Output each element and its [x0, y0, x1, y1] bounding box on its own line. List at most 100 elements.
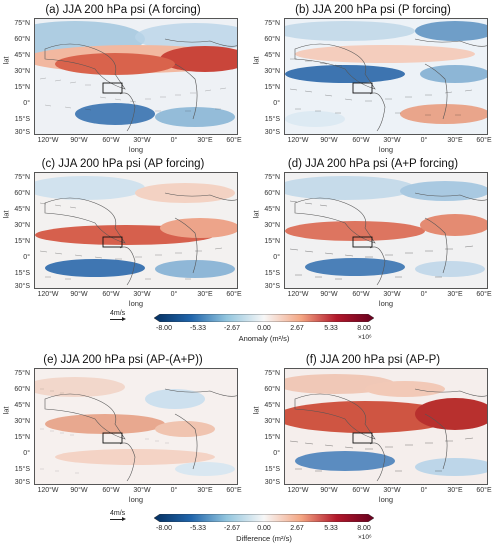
lon-label: long — [128, 495, 144, 504]
lon-tick: 30°W — [383, 137, 401, 144]
lon-tick: 120°W — [37, 291, 59, 298]
panel-c: (c) JJA 200 hPa psi (AP forcing) 75°N 60… — [1, 158, 241, 308]
lat-tick: 75°N — [264, 370, 280, 377]
lon-tick: 30°W — [133, 291, 151, 298]
lon-tick: 0° — [170, 487, 178, 494]
lon-tick: 60°W — [352, 137, 370, 144]
lat-tick: 75°N — [264, 20, 280, 27]
lat-tick: 45°N — [264, 402, 280, 409]
lat-tick: 0° — [23, 450, 30, 457]
lat-tick: 60°N — [14, 190, 30, 197]
lat-tick: 15°S — [14, 466, 30, 473]
lat-label: lat — [251, 210, 261, 219]
lat-tick: 15°S — [14, 270, 30, 277]
lat-tick: 30°S — [14, 479, 30, 486]
lat-tick: 15°N — [264, 434, 280, 441]
lon-tick: 90°W — [70, 137, 88, 144]
lat-axis: 75°N 60°N 45°N 30°N 15°N 0° 15°S 30°S — [8, 172, 32, 290]
colorbar-tick: 8.00 — [357, 525, 371, 532]
lon-label: long — [378, 495, 394, 504]
lat-tick: 30°N — [264, 222, 280, 229]
lon-tick: 0° — [420, 137, 428, 144]
lon-tick: 30°W — [383, 291, 401, 298]
lat-tick: 30°S — [264, 479, 280, 486]
colorbar-gradient — [154, 314, 374, 322]
colorbar-label: Difference (m²/s) — [236, 534, 292, 543]
lat-tick: 75°N — [264, 174, 280, 181]
colorbar-tick: 5.33 — [324, 325, 338, 332]
lon-tick: 90°W — [320, 137, 338, 144]
lat-tick: 30°N — [14, 418, 30, 425]
lon-tick: 60°E — [476, 291, 492, 298]
colorbar-tick: 0.00 — [257, 325, 271, 332]
anomaly-map — [34, 172, 238, 289]
lon-axis: 120°W 90°W 60°W 30°W 0° 30°E 60°E — [34, 291, 241, 301]
lat-label: lat — [1, 56, 11, 65]
lon-tick: 60°W — [352, 291, 370, 298]
lon-tick: 120°W — [287, 487, 309, 494]
lon-tick: 0° — [170, 137, 178, 144]
panel-f: (f) JJA 200 hPa psi (AP-P) 75°N 60°N 45°… — [251, 354, 492, 504]
lon-tick: 30°E — [447, 137, 463, 144]
colorbar-anomaly: 4m/s -8.00 -5.33 -2.67 0.00 2.67 5.33 8.… — [0, 310, 500, 350]
lon-tick: 90°W — [70, 291, 88, 298]
lat-label: lat — [1, 406, 11, 415]
lat-axis: 75°N 60°N 45°N 30°N 15°N 0° 15°S 30°S — [258, 368, 282, 486]
panel-title: (f) JJA 200 hPa psi (AP-P) — [305, 354, 441, 366]
lon-tick: 60°W — [102, 487, 120, 494]
panel-title: (d) JJA 200 hPa psi (A+P forcing) — [287, 158, 459, 170]
lon-tick: 30°W — [133, 487, 151, 494]
lat-label: lat — [251, 56, 261, 65]
lat-tick: 30°N — [14, 68, 30, 75]
panel-title: (e) JJA 200 hPa psi (AP-(A+P)) — [43, 354, 203, 366]
lat-axis: 75°N 60°N 45°N 30°N 15°N 0° 15°S 30°S — [8, 368, 32, 486]
lat-tick: 60°N — [264, 190, 280, 197]
lat-tick: 60°N — [264, 386, 280, 393]
lat-tick: 15°N — [264, 238, 280, 245]
lon-tick: 30°E — [197, 487, 213, 494]
lon-tick: 90°W — [70, 487, 88, 494]
lat-tick: 75°N — [14, 174, 30, 181]
lat-tick: 15°S — [264, 270, 280, 277]
panel-title: (a) JJA 200 hPa psi (A forcing) — [45, 4, 201, 16]
lon-tick: 30°E — [447, 291, 463, 298]
panel-title: (c) JJA 200 hPa psi (AP forcing) — [41, 158, 205, 170]
lon-label: long — [128, 145, 144, 154]
lat-tick: 30°S — [264, 129, 280, 136]
lon-axis: 120°W 90°W 60°W 30°W 0° 30°E 60°E — [284, 291, 492, 301]
lon-tick: 120°W — [37, 137, 59, 144]
lon-tick: 30°W — [383, 487, 401, 494]
colorbar-exponent: ×10⁶ — [358, 334, 372, 341]
lon-axis: 120°W 90°W 60°W 30°W 0° 30°E 60°E — [34, 487, 241, 497]
lon-tick: 60°E — [476, 487, 492, 494]
lon-axis: 120°W 90°W 60°W 30°W 0° 30°E 60°E — [284, 487, 492, 497]
lat-tick: 0° — [273, 254, 280, 261]
lon-label: long — [128, 299, 144, 308]
lon-tick: 30°E — [197, 291, 213, 298]
colorbar-tick: -8.00 — [156, 525, 172, 532]
colorbar-label: Anomaly (m²/s) — [238, 334, 290, 343]
lat-tick: 75°N — [14, 20, 30, 27]
colorbar-tick: 5.33 — [324, 525, 338, 532]
colorbar-tick: -2.67 — [224, 525, 240, 532]
lon-tick: 30°W — [133, 137, 151, 144]
lat-tick: 30°N — [14, 222, 30, 229]
lat-tick: 75°N — [14, 370, 30, 377]
lon-tick: 60°W — [102, 137, 120, 144]
lon-tick: 60°W — [102, 291, 120, 298]
lon-tick: 0° — [170, 291, 178, 298]
lon-tick: 90°W — [320, 291, 338, 298]
lat-label: lat — [251, 406, 261, 415]
lon-tick: 90°W — [320, 487, 338, 494]
colorbar-tick: -5.33 — [190, 525, 206, 532]
lon-axis: 120°W 90°W 60°W 30°W 0° 30°E 60°E — [34, 137, 242, 147]
lat-tick: 45°N — [14, 52, 30, 59]
lat-tick: 45°N — [264, 52, 280, 59]
lon-tick: 60°E — [226, 137, 242, 144]
lon-tick: 60°E — [476, 137, 492, 144]
lat-tick: 15°S — [264, 466, 280, 473]
lat-tick: 30°S — [264, 283, 280, 290]
lat-tick: 30°N — [264, 418, 280, 425]
colorbar-exponent: ×10⁶ — [358, 534, 372, 541]
lat-tick: 0° — [273, 100, 280, 107]
